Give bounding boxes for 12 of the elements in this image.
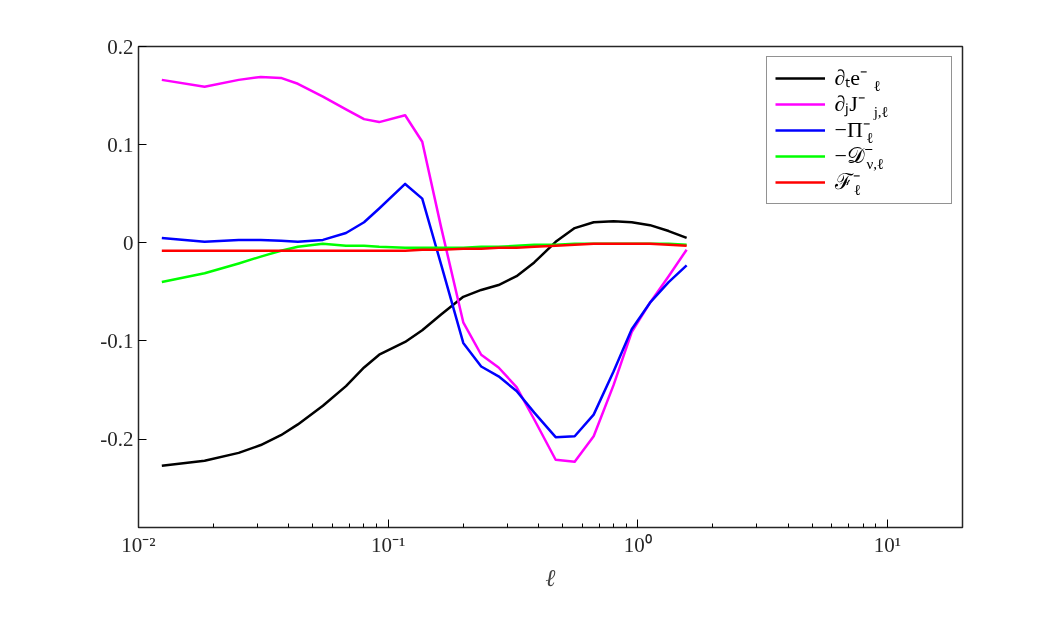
y-tick-label: 0: [123, 230, 134, 255]
y-tick-label: 0.1: [107, 132, 134, 157]
x-tick-label: 10¹: [873, 532, 902, 557]
y-tick-label: 0.2: [107, 34, 134, 59]
x-axis-title: ℓ: [545, 564, 556, 591]
legend-label: ∂ₜe⁻ℓ: [834, 65, 881, 94]
x-tick-label: 10⁰: [623, 532, 652, 557]
x-tick-label: 10⁻²: [121, 532, 156, 557]
y-tick-label: -0.2: [100, 427, 134, 452]
x-tick-label: 10⁻¹: [370, 532, 406, 557]
y-tick-label: -0.1: [100, 328, 134, 353]
legend-label: ∂ⱼJ⁻j,ℓ: [834, 91, 889, 120]
